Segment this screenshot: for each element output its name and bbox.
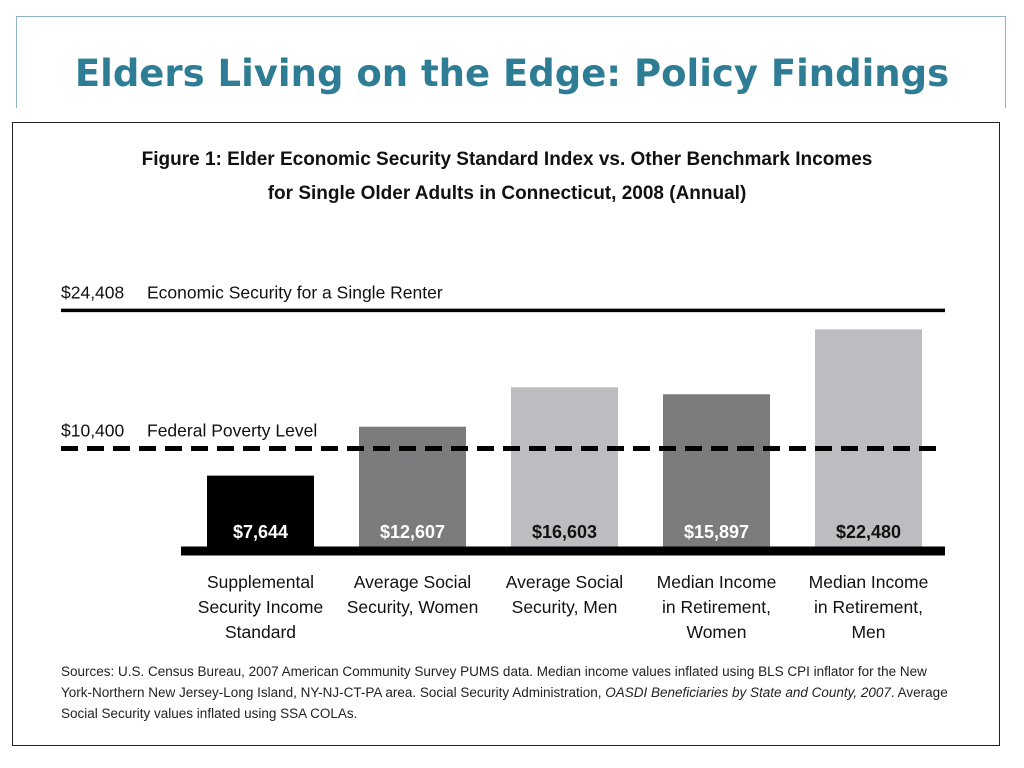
bar-value-label-3: $16,603 (532, 522, 597, 542)
category-label-4-line-1: Median Income (657, 572, 777, 592)
reference-label-2: Federal Poverty Level (147, 420, 317, 440)
sources-note: Sources: U.S. Census Bureau, 2007 Americ… (61, 661, 961, 724)
bar-4 (663, 394, 770, 551)
bar-5 (815, 329, 922, 551)
bar-1 (207, 475, 314, 551)
slide-title-frame (16, 16, 1006, 108)
reference-label-1: Economic Security for a Single Renter (147, 282, 443, 302)
category-label-5-line-3: Men (851, 622, 885, 642)
sources-text-end: . Average Social Security values inflate… (61, 685, 948, 721)
category-label-1-line-1: Supplemental (207, 572, 314, 592)
category-label-5-line-1: Median Income (809, 572, 929, 592)
category-label-4-line-2: in Retirement, (662, 597, 771, 617)
category-label-1-line-3: Standard (225, 622, 296, 642)
figure-title-line2: for Single Older Adults in Connecticut, … (267, 183, 747, 204)
bar-value-label-5: $22,480 (836, 522, 901, 542)
bar-3 (511, 387, 618, 551)
sources-text: Sources: U.S. Census Bureau, 2007 Americ… (61, 664, 927, 700)
bar-value-label-4: $15,897 (684, 522, 749, 542)
category-label-3-line-1: Average Social (506, 572, 623, 592)
figure-title-line1: Figure 1: Elder Economic Security Standa… (141, 149, 873, 170)
bar-chart: $7,644 Supplemental Security Income Standar… (61, 282, 945, 642)
reference-amount-2: $10,400 (61, 420, 125, 440)
reference-amount-1: $24,408 (61, 282, 124, 302)
bar-value-label-1: $7,644 (233, 522, 288, 542)
category-label-2-line-1: Average Social (354, 572, 471, 592)
figure-panel: Figure 1: Elder Economic Security Standa… (12, 122, 1000, 746)
category-label-2-line-2: Security, Women (347, 597, 479, 617)
slide-title: Elders Living on the Edge: Policy Findin… (74, 52, 950, 95)
bar-value-label-2: $12,607 (380, 522, 445, 542)
category-label-3-line-2: Security, Men (512, 597, 618, 617)
category-label-4-line-3: Women (687, 622, 747, 642)
category-label-5-line-2: in Retirement, (814, 597, 923, 617)
category-label-1-line-2: Security Income (198, 597, 323, 617)
sources-italic-title: OASDI Beneficiaries by State and County,… (605, 685, 891, 700)
